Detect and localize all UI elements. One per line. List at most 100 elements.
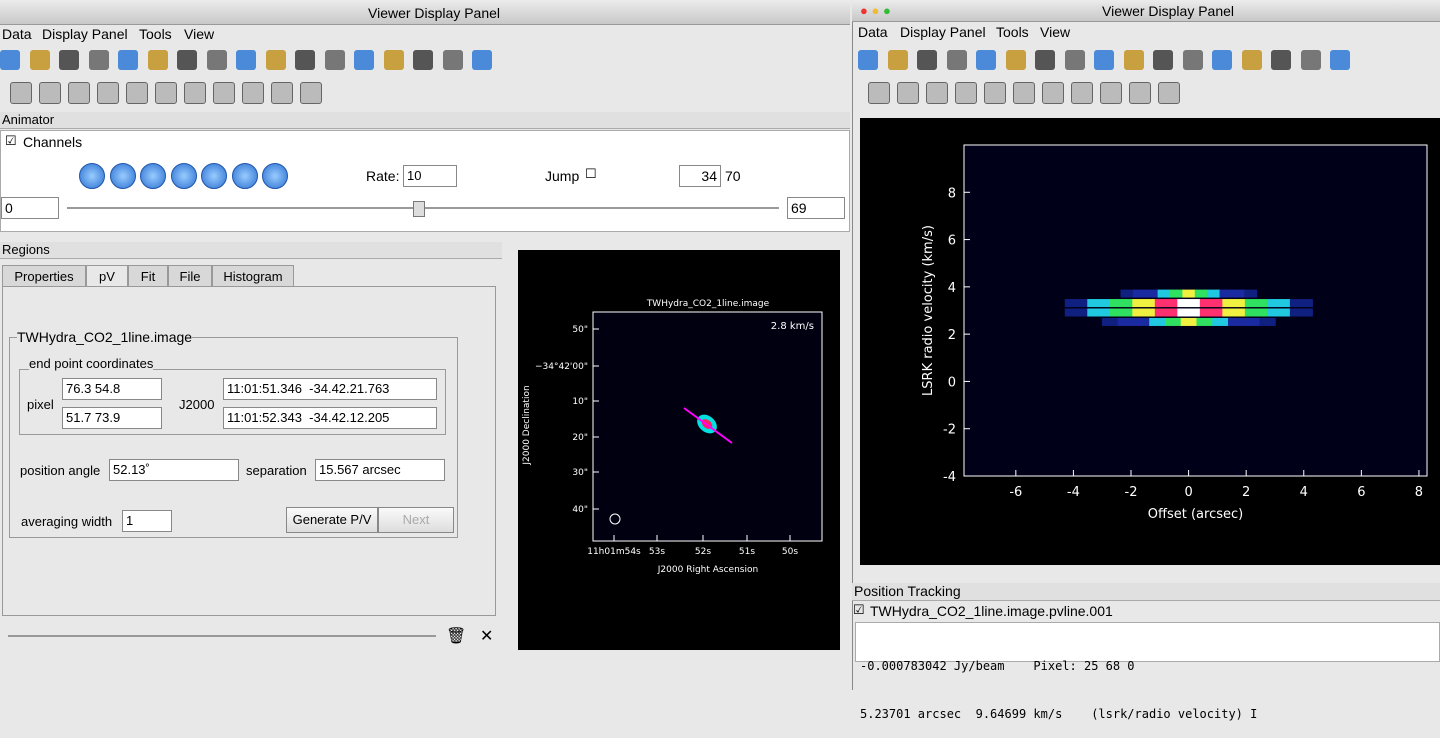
animation-button[interactable] <box>231 163 258 189</box>
window-buttons[interactable]: ● ● ● <box>860 3 891 18</box>
start-spin[interactable]: 0 <box>1 197 59 219</box>
tool-button[interactable] <box>917 50 937 70</box>
tool-button[interactable] <box>177 50 197 70</box>
tool-button[interactable] <box>1064 50 1085 70</box>
tool-button[interactable] <box>354 50 374 70</box>
tool-button[interactable] <box>413 50 433 70</box>
tool-button[interactable] <box>1182 50 1203 70</box>
tool-button[interactable] <box>887 50 908 70</box>
checkbox[interactable]: ☐ <box>585 166 597 181</box>
tool-button[interactable] <box>126 82 148 104</box>
pv-line[interactable] <box>683 407 733 444</box>
slider-thumb[interactable] <box>413 201 425 217</box>
tool-button[interactable] <box>1042 82 1064 104</box>
menu-item[interactable]: Data <box>2 26 32 42</box>
animation-button[interactable] <box>79 163 105 189</box>
menu-item[interactable]: View <box>1040 24 1071 40</box>
button[interactable]: Next <box>378 507 454 533</box>
text-field[interactable]: 76.3 54.8 <box>62 378 162 400</box>
tool-button[interactable] <box>59 50 79 70</box>
tool-button[interactable] <box>39 82 61 104</box>
text-field[interactable]: 51.7 73.9 <box>62 407 162 429</box>
emission <box>1227 317 1245 326</box>
tool-button[interactable] <box>984 82 1006 104</box>
rate-spin[interactable]: 10 <box>403 165 457 187</box>
animation-button[interactable] <box>109 163 136 189</box>
text-field[interactable]: 52.13˚ <box>109 459 239 481</box>
trash-icon[interactable]: 🗑 <box>446 628 467 645</box>
animation-button[interactable] <box>170 163 197 189</box>
tool-button[interactable] <box>97 82 119 104</box>
tool-button[interactable] <box>118 50 138 70</box>
tool-button[interactable] <box>324 50 345 70</box>
tool-button[interactable] <box>946 50 967 70</box>
tool-button[interactable] <box>155 82 177 104</box>
text-field[interactable]: 11:01:52.343 -34.42.12.205 <box>223 407 437 429</box>
tool-button[interactable] <box>1100 82 1122 104</box>
tool-button[interactable] <box>868 82 890 104</box>
spin-box[interactable]: 1 <box>122 510 172 532</box>
x-axis-label: J2000 Right Ascension <box>657 565 758 575</box>
tool-button[interactable] <box>236 50 256 70</box>
tool-button[interactable] <box>1158 82 1180 104</box>
tool-button[interactable] <box>1035 50 1055 70</box>
end-spin[interactable]: 69 <box>787 197 845 219</box>
menu-item[interactable]: View <box>184 26 215 42</box>
tool-button[interactable] <box>897 82 919 104</box>
tool-button[interactable] <box>0 50 20 70</box>
checkbox[interactable]: ☑ <box>5 133 17 148</box>
tool-button[interactable] <box>1212 50 1232 70</box>
animation-button[interactable] <box>201 163 227 189</box>
tool-button[interactable] <box>147 50 168 70</box>
tool-button[interactable] <box>1071 82 1093 104</box>
tool-button[interactable] <box>1005 50 1026 70</box>
tab[interactable]: pV <box>86 265 128 286</box>
tool-button[interactable] <box>1241 50 1262 70</box>
tool-button[interactable] <box>472 50 492 70</box>
tool-button[interactable] <box>1153 50 1173 70</box>
tab[interactable]: File <box>168 265 212 286</box>
animation-button[interactable] <box>140 163 166 189</box>
menu-item[interactable]: Tools <box>139 26 172 42</box>
tool-button[interactable] <box>213 82 235 104</box>
tool-button[interactable] <box>1300 50 1321 70</box>
menu-item[interactable]: Display Panel <box>42 26 128 42</box>
tab[interactable]: Histogram <box>212 265 294 286</box>
tool-button[interactable] <box>265 50 286 70</box>
menu-item[interactable]: Tools <box>996 24 1029 40</box>
tool-button[interactable] <box>383 50 404 70</box>
menu-item[interactable]: Data <box>858 24 888 40</box>
menu-item[interactable]: Display Panel <box>900 24 986 40</box>
tool-button[interactable] <box>442 50 463 70</box>
tool-button[interactable] <box>955 82 977 104</box>
tab[interactable]: Properties <box>2 265 86 286</box>
animation-button[interactable] <box>262 163 288 189</box>
tool-button[interactable] <box>1123 50 1144 70</box>
tool-button[interactable] <box>10 82 32 104</box>
tool-button[interactable] <box>858 50 878 70</box>
tool-button[interactable] <box>184 82 206 104</box>
close-icon[interactable]: ✕ <box>480 628 494 645</box>
tool-button[interactable] <box>242 82 264 104</box>
button[interactable]: Generate P/V <box>286 507 378 533</box>
tool-button[interactable] <box>206 50 227 70</box>
tool-button[interactable] <box>1013 82 1035 104</box>
tool-button[interactable] <box>68 82 90 104</box>
tool-button[interactable] <box>29 50 50 70</box>
tool-button[interactable] <box>976 50 996 70</box>
tool-button[interactable] <box>271 82 293 104</box>
text-field[interactable]: 15.567 arcsec <box>315 459 445 481</box>
tool-button[interactable] <box>1330 50 1350 70</box>
text-field[interactable]: 11:01:51.346 -34.42.21.763 <box>223 378 437 400</box>
tab[interactable]: Fit <box>128 265 168 286</box>
tool-button[interactable] <box>926 82 948 104</box>
tool-button[interactable] <box>300 82 322 104</box>
tool-button[interactable] <box>295 50 315 70</box>
checkbox[interactable]: ☑ <box>853 602 865 617</box>
tool-button[interactable] <box>88 50 109 70</box>
tool-button[interactable] <box>1129 82 1151 104</box>
tool-button[interactable] <box>1271 50 1291 70</box>
pv-plot: -6 -4 -2 0 2 4 6 8 -4 -2 0 2 4 6 8 Offset (arcsec) LSRK … <box>860 118 1440 565</box>
tool-button[interactable] <box>1094 50 1114 70</box>
frame-field[interactable]: 34 <box>679 165 721 187</box>
